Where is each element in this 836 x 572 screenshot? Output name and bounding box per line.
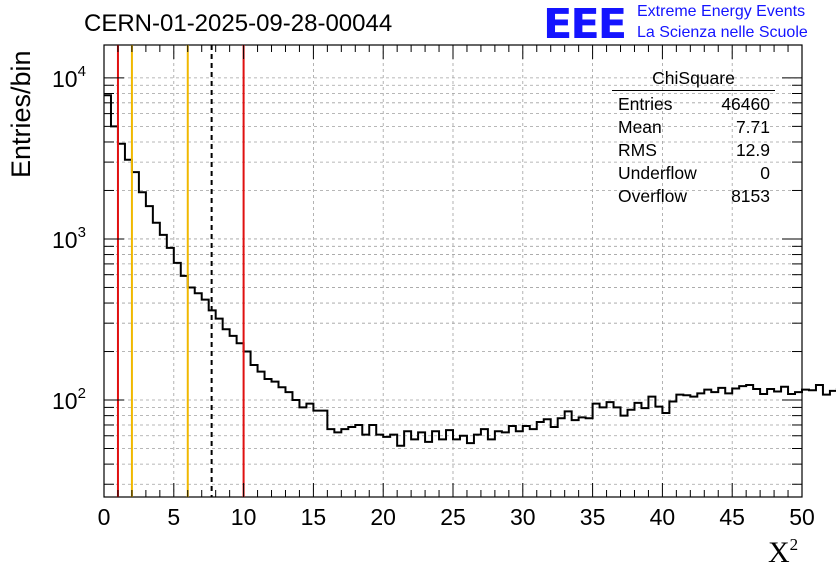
stats-label: Entries xyxy=(618,94,673,114)
stats-row-overflow: Overflow 8153 xyxy=(612,185,775,208)
x-tick-label: 35 xyxy=(580,504,606,530)
stats-row-rms: RMS 12.9 xyxy=(612,139,775,162)
stats-value: 46460 xyxy=(721,94,770,114)
cut-lines xyxy=(116,45,245,497)
stats-row-entries: Entries 46460 xyxy=(612,93,775,116)
x-axis-label: X2 xyxy=(768,535,799,569)
stats-value: 0 xyxy=(760,163,770,183)
y-tick-label: 102 xyxy=(52,385,86,414)
stats-row-mean: Mean 7.71 xyxy=(612,116,775,139)
x-tick-label: 5 xyxy=(167,504,180,530)
x-tick-label: 15 xyxy=(301,504,327,530)
stats-label: RMS xyxy=(618,140,657,160)
logo-subtitle-2: La Scienza nelle Scuole xyxy=(637,24,808,41)
x-tick-label: 45 xyxy=(719,504,745,530)
x-tick-label: 50 xyxy=(789,504,815,530)
x-tick-label: 10 xyxy=(231,504,257,530)
x-tick-label: 0 xyxy=(98,504,111,530)
x-tick-label: 30 xyxy=(510,504,536,530)
y-axis-label: Entries/bin xyxy=(6,50,36,178)
stats-label: Mean xyxy=(618,117,662,137)
stats-value: 8153 xyxy=(731,186,770,206)
stats-row-underflow: Underflow 0 xyxy=(612,162,775,185)
x-tick-label: 20 xyxy=(370,504,396,530)
stats-value: 12.9 xyxy=(735,140,770,160)
x-tick-label: 40 xyxy=(650,504,676,530)
stats-label: Overflow xyxy=(618,186,688,206)
x-tick-label: 25 xyxy=(440,504,466,530)
stats-label: Underflow xyxy=(618,163,697,183)
stats-value: 7.71 xyxy=(735,117,770,137)
chart-title: CERN-01-2025-09-28-00044 xyxy=(84,10,393,37)
y-tick-label: 103 xyxy=(52,224,86,253)
stats-box: ChiSquare Entries 46460 Mean 7.71 RMS 12… xyxy=(612,68,775,208)
grid xyxy=(104,45,802,497)
eee-logo: EEE xyxy=(543,1,627,49)
histogram-line xyxy=(104,94,836,447)
stats-title: ChiSquare xyxy=(612,68,775,91)
histogram-series xyxy=(104,94,836,447)
logo-subtitle-1: Extreme Energy Events xyxy=(637,3,806,20)
axis-ticks: 0 5 10 15 20 25 30 35 40 45 50 102 103 104 xyxy=(52,45,815,530)
y-tick-label: 104 xyxy=(52,63,86,92)
